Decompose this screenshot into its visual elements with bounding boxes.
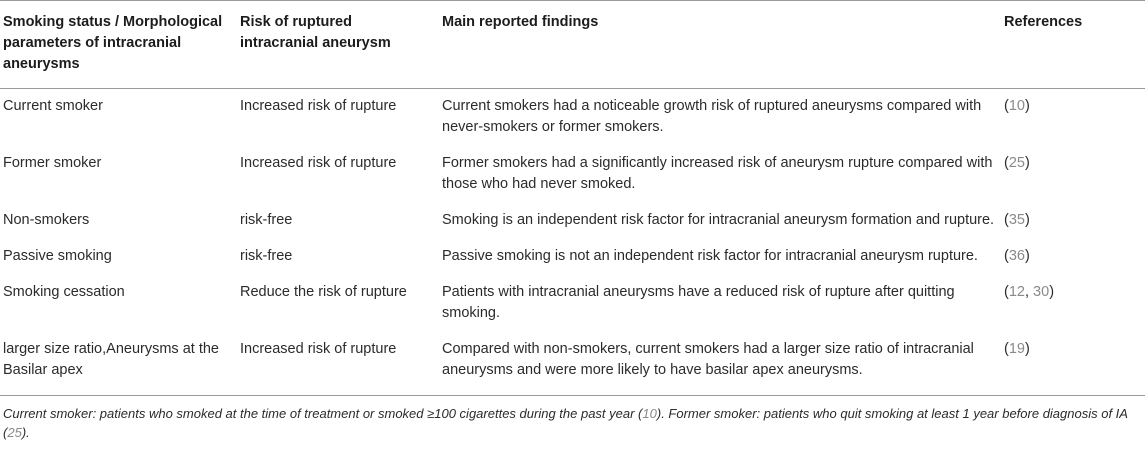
cell-main-finding: Passive smoking is not an independent ri… <box>442 248 978 264</box>
table-row: larger size ratio,Aneurysms at the Basil… <box>0 332 1145 396</box>
cell-rupture-risk: risk-free <box>240 248 293 264</box>
table-row: Smoking cessation Reduce the risk of rupt… <box>0 275 1145 332</box>
cell-smoking-status: larger size ratio,Aneurysms at the Basil… <box>3 341 219 378</box>
table-row: Former smoker Increased risk of rupture Fo… <box>0 146 1145 203</box>
cell-main-finding: Compared with non-smokers, current smoke… <box>442 341 974 378</box>
cell-smoking-status: Smoking cessation <box>3 284 125 300</box>
reference-bracket: ) <box>1024 98 1030 114</box>
footnote-reference-link[interactable]: 25 <box>7 425 22 440</box>
cell-rupture-risk: Increased risk of rupture <box>240 155 397 171</box>
reference-bracket: ) <box>1049 284 1055 300</box>
table-row: Non-smokers risk-free Smoking is an indepe… <box>0 203 1145 239</box>
reference-separator: , <box>1024 284 1034 300</box>
footnote-text-2: ). Former smoker: patients who quit smok… <box>3 406 1128 440</box>
reference-link[interactable]: 19 <box>1008 341 1025 357</box>
cell-main-finding: Smoking is an independent risk factor fo… <box>442 212 995 228</box>
smoking-aneurysm-table: Smoking status / Morphological parameter… <box>0 0 1145 396</box>
cell-smoking-status: Passive smoking <box>3 248 112 264</box>
cell-references: (12, 30) <box>1000 275 1145 332</box>
footnote-text-1: Current smoker: patients who smoked at t… <box>3 406 643 421</box>
cell-references: (10) <box>1000 89 1145 147</box>
reference-bracket: ( <box>1004 212 1009 228</box>
header-rupture-risk: Risk of ruptured intracranial aneurysm <box>240 14 391 51</box>
cell-references: (19) <box>1000 332 1145 396</box>
header-main-findings: Main reported findings <box>442 14 599 30</box>
reference-link[interactable]: 25 <box>1008 155 1025 171</box>
table-body: Current smoker Increased risk of rupture C… <box>0 89 1145 396</box>
reference-bracket: ( <box>1004 284 1009 300</box>
cell-references: (25) <box>1000 146 1145 203</box>
cell-references: (36) <box>1000 239 1145 275</box>
reference-bracket: ( <box>1004 248 1009 264</box>
table-container: Smoking status / Morphological parameter… <box>0 0 1145 442</box>
reference-link[interactable]: 12 <box>1008 284 1025 300</box>
reference-bracket: ) <box>1024 341 1030 357</box>
cell-rupture-risk: risk-free <box>240 212 293 228</box>
table-row: Current smoker Increased risk of rupture C… <box>0 89 1145 147</box>
reference-bracket: ) <box>1024 212 1030 228</box>
cell-main-finding: Current smokers had a noticeable growth … <box>442 98 982 135</box>
reference-bracket: ) <box>1024 248 1030 264</box>
footnote-text-3: ). <box>21 425 30 440</box>
table-footnote: Current smoker: patients who smoked at t… <box>0 396 1145 442</box>
cell-smoking-status: Non-smokers <box>3 212 90 228</box>
footnote-reference-link[interactable]: 10 <box>642 406 657 421</box>
table-row: Passive smoking risk-free Passive smoking … <box>0 239 1145 275</box>
cell-smoking-status: Current smoker <box>3 98 103 114</box>
cell-main-finding: Former smokers had a significantly incre… <box>442 155 993 192</box>
cell-smoking-status: Former smoker <box>3 155 102 171</box>
reference-link[interactable]: 10 <box>1008 98 1025 114</box>
cell-references: (35) <box>1000 203 1145 239</box>
reference-bracket: ( <box>1004 155 1009 171</box>
reference-link[interactable]: 36 <box>1008 248 1025 264</box>
reference-bracket: ) <box>1024 155 1030 171</box>
reference-link[interactable]: 30 <box>1033 284 1050 300</box>
cell-main-finding: Patients with intracranial aneurysms hav… <box>442 284 955 321</box>
reference-bracket: ( <box>1004 98 1009 114</box>
cell-rupture-risk: Increased risk of rupture <box>240 341 397 357</box>
cell-rupture-risk: Increased risk of rupture <box>240 98 397 114</box>
reference-link[interactable]: 35 <box>1008 212 1025 228</box>
header-smoking-status: Smoking status / Morphological parameter… <box>3 14 223 72</box>
header-references: References <box>1004 14 1083 30</box>
reference-bracket: ( <box>1004 341 1009 357</box>
table-header-row: Smoking status / Morphological parameter… <box>0 0 1145 89</box>
cell-rupture-risk: Reduce the risk of rupture <box>240 284 407 300</box>
